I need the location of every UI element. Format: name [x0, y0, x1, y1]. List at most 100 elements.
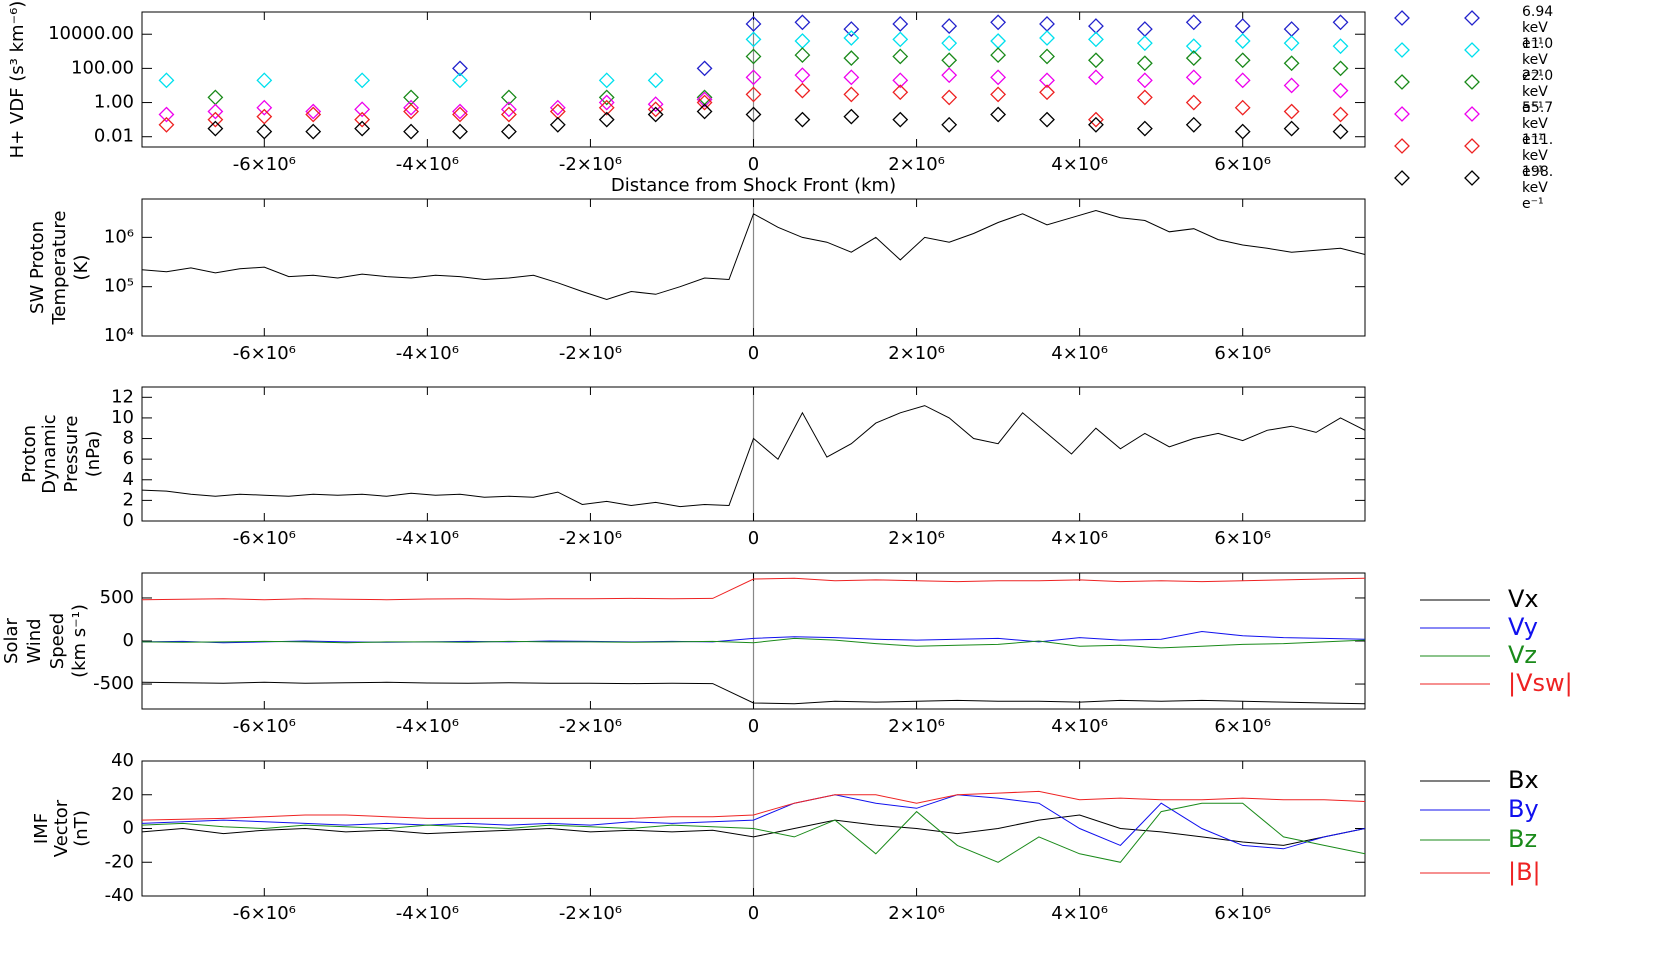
data-point — [207, 89, 224, 106]
data-point — [598, 111, 615, 128]
data-point — [549, 99, 566, 116]
legend-label: Vy — [1508, 613, 1538, 641]
data-point — [1039, 16, 1055, 32]
x-tick-label: -6×10⁶ — [233, 903, 296, 924]
data-point — [1039, 72, 1055, 89]
legend-marker — [1464, 170, 1480, 186]
data-point — [1332, 123, 1349, 140]
data-line — [141, 790, 1366, 821]
data-point — [500, 89, 517, 106]
y-axis-label: Temperature — [49, 210, 70, 325]
y-tick-label: 20 — [111, 784, 134, 805]
data-point — [1088, 18, 1104, 34]
data-point — [990, 86, 1007, 103]
y-tick-label: 8 — [123, 428, 134, 449]
x-tick-label: 6×10⁶ — [1214, 154, 1271, 175]
y-axis-label: (K) — [71, 255, 92, 281]
data-point — [794, 82, 811, 99]
data-point — [598, 94, 615, 111]
data-point — [1136, 35, 1153, 52]
legend-label: Bz — [1508, 825, 1537, 853]
legend-marker — [1394, 106, 1410, 122]
data-point — [990, 47, 1007, 64]
y-axis-label: SW Proton — [27, 221, 48, 314]
data-point — [598, 72, 615, 89]
y-axis-label: Wind — [24, 618, 45, 663]
data-point — [256, 99, 273, 116]
y-tick-label: -40 — [105, 885, 134, 906]
data-point — [354, 101, 371, 118]
data-line — [141, 405, 1366, 508]
data-point — [794, 33, 811, 49]
data-point — [452, 103, 468, 120]
data-line — [141, 637, 1366, 649]
data-point — [745, 48, 762, 65]
data-point — [794, 47, 811, 64]
legend-label: Vz — [1508, 641, 1537, 669]
data-point — [1088, 69, 1104, 86]
x-tick-label: -4×10⁶ — [396, 903, 459, 924]
x-tick-label: 6×10⁶ — [1214, 528, 1271, 549]
x-tick-label: 2×10⁶ — [888, 343, 945, 364]
data-point — [1136, 55, 1153, 72]
data-point — [354, 72, 371, 89]
data-point — [1039, 84, 1055, 101]
x-tick-label: -4×10⁶ — [396, 154, 459, 175]
data-point — [647, 106, 664, 123]
data-point — [1283, 35, 1300, 52]
y-axis-label: Pressure — [61, 416, 82, 493]
data-point — [843, 50, 860, 67]
y-axis-label: Solar — [1, 617, 22, 663]
data-point — [990, 14, 1007, 31]
x-tick-label: 4×10⁶ — [1051, 154, 1108, 175]
y-tick-label: 4 — [123, 469, 134, 490]
data-point — [256, 108, 273, 125]
data-point — [892, 48, 909, 65]
y-tick-label: 10 — [111, 407, 134, 428]
data-point — [1136, 120, 1153, 137]
y-tick-label: 500 — [100, 587, 134, 608]
x-tick-label: 2×10⁶ — [888, 903, 945, 924]
x-tick-label: -4×10⁶ — [396, 343, 459, 364]
x-tick-label: -2×10⁶ — [559, 716, 622, 737]
x-tick-label: -2×10⁶ — [559, 154, 622, 175]
data-point — [745, 16, 762, 32]
legend-marker — [1464, 74, 1480, 90]
data-point — [696, 91, 713, 108]
data-point — [990, 106, 1007, 123]
y-tick-label: 0 — [123, 630, 134, 651]
y-tick-label: 0 — [123, 818, 134, 839]
data-point — [1136, 89, 1153, 106]
data-point — [452, 106, 468, 123]
data-point — [941, 52, 958, 69]
data-point — [1185, 50, 1202, 67]
x-tick-label: 4×10⁶ — [1051, 903, 1108, 924]
data-point — [403, 89, 419, 106]
data-point — [1332, 60, 1349, 77]
data-point — [1039, 48, 1055, 65]
data-point — [1185, 69, 1202, 86]
legend-label: 22.0 keV e⁻¹ — [1522, 68, 1554, 116]
y-axis-label: Proton — [19, 425, 40, 483]
x-tick-label: 2×10⁶ — [888, 154, 945, 175]
data-point — [1283, 21, 1300, 38]
x-tick-label: 0 — [748, 716, 759, 737]
data-point — [305, 106, 322, 123]
legend-label: 6.94 keV e⁻¹ — [1522, 4, 1554, 52]
y-tick-label: 10⁶ — [104, 226, 134, 247]
data-point — [1185, 14, 1202, 31]
data-point — [256, 72, 273, 89]
x-tick-label: 4×10⁶ — [1051, 343, 1108, 364]
x-tick-label: -4×10⁶ — [396, 716, 459, 737]
data-line — [141, 630, 1366, 644]
data-point — [158, 72, 175, 89]
data-point — [598, 99, 615, 116]
y-tick-label: 0.01 — [94, 126, 134, 147]
x-tick-label: -2×10⁶ — [559, 343, 622, 364]
y-tick-label: 0 — [123, 510, 134, 531]
data-point — [990, 33, 1007, 49]
y-tick-label: 10⁵ — [104, 276, 134, 297]
data-point — [696, 94, 713, 111]
legend-marker — [1394, 42, 1410, 58]
